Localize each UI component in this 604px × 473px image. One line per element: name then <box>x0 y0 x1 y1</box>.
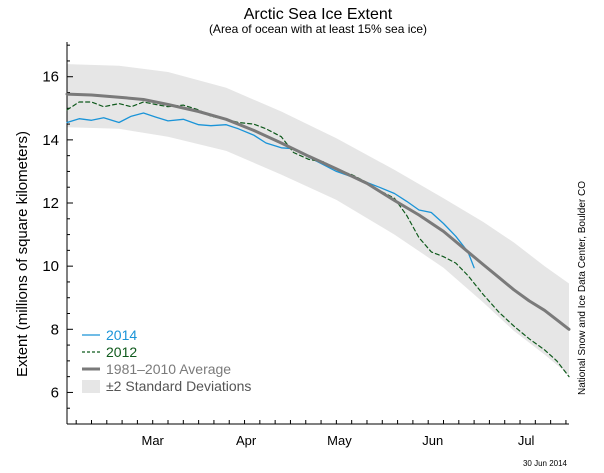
x-tick-label: Mar <box>142 433 165 448</box>
legend-label: 2014 <box>106 327 137 343</box>
credit-text: National Snow and Ice Data Center, Bould… <box>577 181 588 395</box>
legend-label: 1981–2010 Average <box>106 361 231 377</box>
series-line-2014 <box>66 112 475 269</box>
x-tick-label: Apr <box>236 433 257 448</box>
x-tick-label: Jun <box>422 433 443 448</box>
x-tick-label: May <box>327 433 352 448</box>
y-tick-label: 10 <box>42 258 59 275</box>
y-tick-label: 16 <box>42 69 59 86</box>
x-tick-label: Jul <box>518 433 535 448</box>
date-stamp: 30 Jun 2014 <box>523 459 568 468</box>
legend-label: ±2 Standard Deviations <box>106 378 251 394</box>
y-tick-label: 12 <box>42 195 59 212</box>
legend-label: 2012 <box>106 344 137 360</box>
std-dev-band <box>67 64 569 376</box>
y-tick-label: 14 <box>42 132 59 149</box>
legend-swatch-band <box>82 380 100 393</box>
y-axis-label: Extent (millions of square kilometers) <box>14 131 31 377</box>
y-tick-label: 8 <box>51 321 59 338</box>
y-tick-label: 6 <box>51 384 59 401</box>
chart-subtitle: (Area of ocean with at least 15% sea ice… <box>209 22 427 36</box>
plot-area: 6 8 10 12 14 16 Mar Apr May Jun Jul <box>42 42 571 448</box>
chart-title: Arctic Sea Ice Extent <box>244 6 393 23</box>
series-line-average <box>65 92 571 331</box>
